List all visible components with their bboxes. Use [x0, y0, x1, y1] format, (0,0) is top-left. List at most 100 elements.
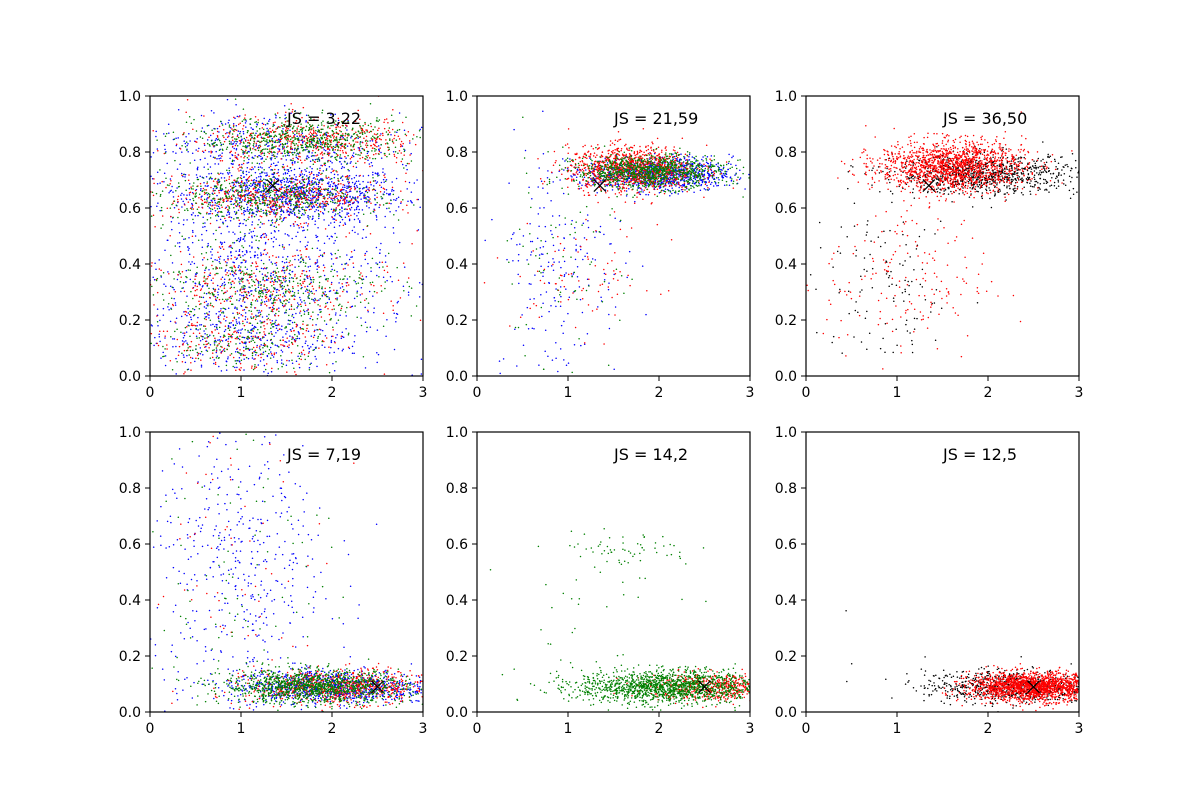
- scatter-point: [265, 174, 267, 177]
- scatter-point: [267, 298, 270, 301]
- scatter-point: [198, 197, 200, 199]
- scatter-point: [359, 124, 361, 127]
- scatter-point: [402, 262, 405, 264]
- scatter-point: [201, 190, 203, 193]
- scatter-point: [191, 229, 194, 232]
- scatter-point: [234, 337, 237, 340]
- scatter-point: [234, 117, 236, 119]
- scatter-point: [296, 128, 298, 131]
- scatter-point: [225, 339, 227, 342]
- scatter-point: [358, 191, 361, 193]
- scatter-point: [382, 187, 385, 189]
- scatter-point: [355, 141, 357, 143]
- scatter-point: [284, 288, 287, 291]
- scatter-point: [330, 197, 332, 199]
- scatter-point: [205, 343, 207, 346]
- scatter-point: [382, 171, 384, 173]
- scatter-point: [150, 175, 152, 177]
- scatter-point: [235, 319, 237, 321]
- scatter-point: [288, 202, 291, 204]
- scatter-point: [365, 276, 368, 278]
- scatter-point: [240, 186, 243, 188]
- scatter-point: [276, 164, 278, 167]
- scatter-point: [272, 246, 275, 248]
- scatter-point: [298, 303, 300, 306]
- scatter-point: [309, 136, 312, 138]
- scatter-point: [313, 334, 316, 337]
- scatter-point: [250, 335, 253, 338]
- scatter-point: [350, 145, 352, 147]
- scatter-point: [187, 143, 189, 145]
- scatter-point: [308, 143, 311, 146]
- scatter-point: [169, 360, 172, 362]
- scatter-point: [187, 312, 190, 314]
- scatter-point: [218, 339, 221, 341]
- scatter-point: [257, 209, 259, 212]
- scatter-point: [240, 305, 243, 308]
- scatter-point: [169, 234, 171, 237]
- scatter-point: [255, 298, 258, 301]
- scatter-point: [189, 278, 192, 281]
- scatter-point: [161, 190, 164, 192]
- scatter-point: [273, 208, 276, 211]
- scatter-point: [206, 211, 208, 214]
- scatter-point: [165, 132, 168, 135]
- scatter-point: [268, 150, 271, 152]
- scatter-point: [292, 157, 294, 160]
- scatter-point: [290, 188, 292, 191]
- scatter-point: [324, 164, 326, 167]
- scatter-point: [373, 136, 375, 139]
- scatter-point: [343, 198, 346, 201]
- scatter-point: [247, 280, 249, 282]
- scatter-point: [175, 152, 177, 154]
- scatter-point: [282, 173, 285, 175]
- scatter-point: [295, 191, 297, 193]
- scatter-point: [196, 285, 199, 288]
- scatter-point: [353, 143, 356, 146]
- scatter-point: [346, 125, 348, 127]
- scatter-point: [305, 270, 308, 273]
- scatter-point: [208, 269, 210, 271]
- scatter-point: [413, 182, 416, 184]
- scatter-point: [264, 213, 267, 215]
- scatter-point: [299, 222, 302, 225]
- scatter-point: [190, 361, 192, 364]
- scatter-point: [344, 216, 347, 219]
- scatter-point: [302, 149, 304, 152]
- scatter-point: [197, 178, 200, 181]
- scatter-point: [271, 139, 273, 142]
- scatter-point: [175, 137, 177, 140]
- scatter-point: [236, 115, 239, 118]
- scatter-point: [267, 206, 269, 209]
- scatter-point: [327, 134, 330, 137]
- scatter-point: [319, 194, 321, 197]
- scatter-point: [361, 141, 364, 144]
- scatter-point: [231, 133, 234, 135]
- scatter-point: [218, 256, 220, 259]
- scatter-point: [331, 155, 333, 158]
- scatter-point: [240, 135, 242, 138]
- scatter-point: [304, 342, 307, 344]
- scatter-point: [218, 365, 220, 368]
- scatter-point: [169, 182, 171, 185]
- scatter-point: [299, 296, 301, 299]
- scatter-point: [243, 259, 246, 262]
- scatter-point: [348, 175, 351, 177]
- scatter-point: [317, 137, 319, 139]
- scatter-point: [384, 255, 387, 257]
- scatter-point: [303, 140, 306, 142]
- scatter-point: [228, 269, 230, 272]
- scatter-point: [218, 125, 221, 128]
- scatter-point: [273, 283, 275, 286]
- scatter-point: [366, 140, 369, 142]
- scatter-point: [288, 214, 291, 216]
- scatter-point: [211, 129, 213, 131]
- scatter-point: [239, 268, 241, 271]
- scatter-point: [172, 151, 174, 153]
- scatter-point: [240, 174, 242, 177]
- scatter-point: [155, 192, 158, 195]
- scatter-point: [396, 131, 398, 133]
- scatter-point: [322, 170, 325, 172]
- scatter-point: [270, 352, 273, 355]
- scatter-point: [342, 348, 344, 351]
